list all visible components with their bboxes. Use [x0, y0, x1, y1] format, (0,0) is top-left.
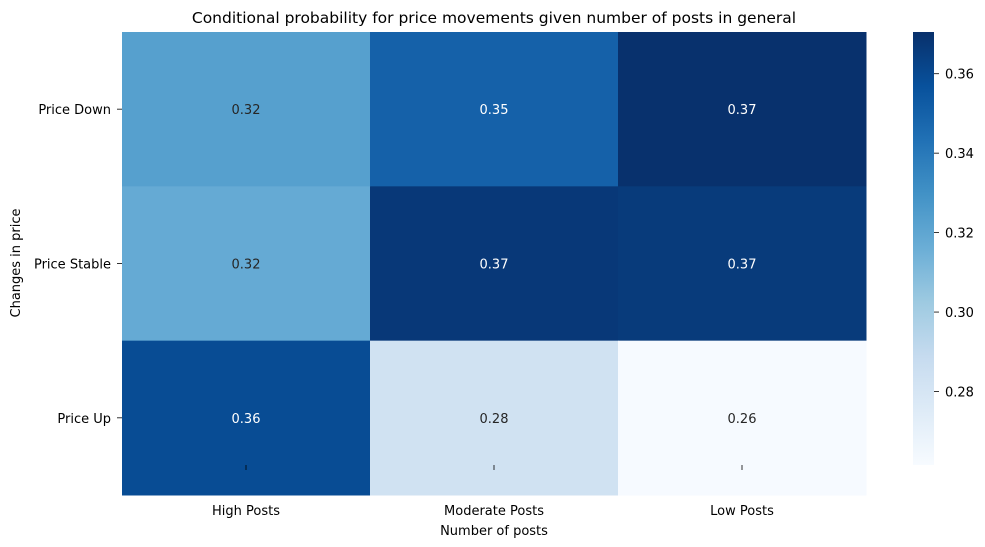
- y-axis-ticks: Price Down Price Stable Price Up: [34, 103, 122, 427]
- chart-title: Conditional probability for price moveme…: [192, 9, 796, 27]
- cell-value-label: 0.37: [728, 103, 757, 118]
- x-tick-label: High Posts: [212, 504, 280, 519]
- colorbar-tick-label: 0.28: [945, 386, 974, 401]
- cell-value-label: 0.37: [480, 257, 509, 272]
- heatmap-cells: 0.32 0.35 0.37 0.32 0.37 0.37 0.36 0.28 0.26: [122, 32, 867, 496]
- cell-value-label: 0.32: [232, 103, 261, 118]
- heatmap-cell: [122, 32, 371, 187]
- colorbar-tick-label: 0.34: [945, 147, 974, 162]
- colorbar-tick-label: 0.36: [945, 68, 974, 83]
- colorbar-ticks: 0.28 0.30 0.32 0.34 0.36: [934, 68, 974, 401]
- heatmap-cell: [370, 32, 619, 187]
- cell-value-label: 0.32: [232, 257, 261, 272]
- cell-value-label: 0.26: [728, 412, 757, 427]
- y-tick-label: Price Up: [57, 412, 111, 427]
- x-axis-ticks: High Posts Moderate Posts Low Posts: [212, 465, 774, 519]
- cell-value-label: 0.36: [232, 412, 261, 427]
- colorbar-tick-label: 0.32: [945, 227, 974, 242]
- cell-value-label: 0.35: [480, 103, 509, 118]
- colorbar-tick-label: 0.30: [945, 306, 974, 321]
- y-tick-label: Price Down: [38, 103, 111, 118]
- x-tick-label: Moderate Posts: [444, 504, 544, 519]
- x-tick-label: Low Posts: [710, 504, 774, 519]
- x-axis-label: Number of posts: [440, 524, 548, 539]
- y-axis-label: Changes in price: [9, 208, 24, 317]
- cell-value-label: 0.37: [728, 257, 757, 272]
- heatmap-cell: [370, 186, 619, 342]
- heatmap-cell: [618, 32, 867, 187]
- heatmap-cell: [122, 186, 371, 342]
- y-tick-label: Price Stable: [34, 257, 111, 272]
- colorbar: [913, 32, 934, 465]
- cell-value-label: 0.28: [480, 412, 509, 427]
- heatmap-cell: [618, 186, 867, 342]
